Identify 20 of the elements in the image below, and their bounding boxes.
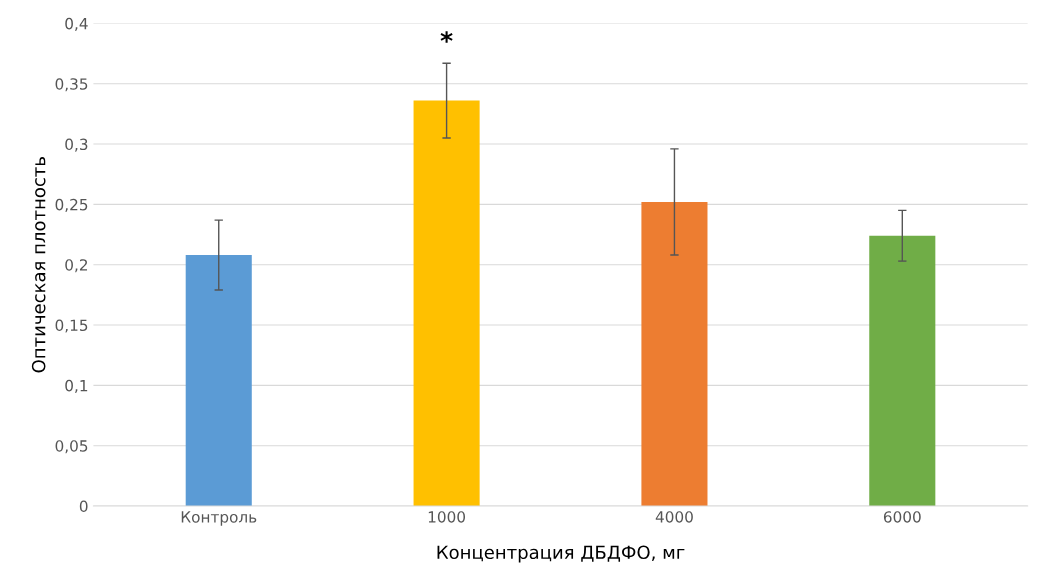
y-tick-label: 0,35 — [55, 78, 88, 92]
x-tick-label: 1000 — [428, 511, 466, 523]
y-tick-label: 0,25 — [55, 198, 88, 212]
x-axis-title: Концентрация ДБДФО, мг — [437, 545, 685, 563]
y-tick-label: 0,4 — [65, 17, 88, 31]
bar — [413, 100, 480, 507]
bar — [869, 235, 936, 507]
y-axis-title: Оптическая плотность — [31, 157, 46, 373]
x-tick-label: Контроль — [181, 511, 257, 526]
y-tick-label: 0,15 — [55, 319, 88, 333]
y-tick-label: 0,2 — [65, 259, 88, 273]
y-tick-label: 0,1 — [65, 379, 88, 393]
y-tick-label: 0,3 — [65, 138, 88, 152]
bar — [185, 255, 252, 507]
y-tick-label: 0,05 — [55, 440, 88, 454]
x-tick-label: 6000 — [883, 511, 921, 523]
bar — [641, 201, 708, 507]
y-tick-label: 0 — [79, 500, 88, 513]
annotation: * — [440, 31, 453, 43]
x-tick-label: 4000 — [655, 511, 693, 523]
